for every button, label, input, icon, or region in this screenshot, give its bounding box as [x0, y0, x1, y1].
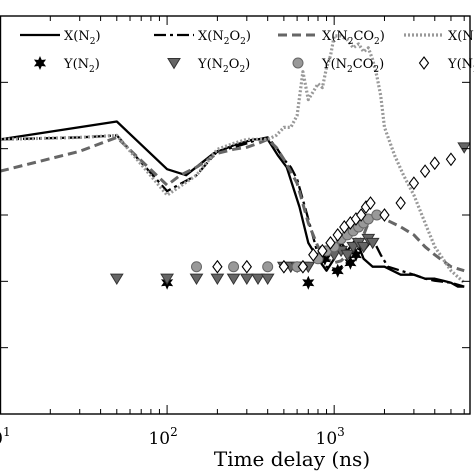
legend-subscript: 2 [224, 37, 230, 47]
legend-text-part: CO [353, 29, 374, 44]
legend: X(N2)X(N2O2)X(N2CO2)X(N2CO2)Y(N2)Y(N2O2)… [20, 29, 474, 75]
legend-text-part: ) [245, 57, 250, 72]
series-line-3 [0, 34, 466, 284]
series-5-point-4 [226, 273, 241, 286]
legend-subscript: 2 [374, 37, 380, 47]
legend-text-part: ) [380, 29, 385, 44]
legend-marker-5 [167, 58, 181, 70]
series-7-point-11 [355, 208, 367, 222]
x-tick-label-1: 102 [148, 425, 177, 449]
legend-entry-6: Y(N2CO2) [292, 57, 384, 75]
x-tick-label-base: 10 [316, 429, 338, 449]
x-tick-label-0: 101 [0, 425, 11, 449]
legend-text-part: X(N [198, 29, 224, 44]
series-7-point-19 [445, 152, 457, 167]
series-6-point-2 [262, 261, 274, 273]
series-7-point-3 [297, 259, 309, 274]
series-layer [0, 34, 470, 290]
series-5-point-7 [260, 273, 275, 286]
legend-text-part: Y(N [447, 57, 473, 72]
legend-subscript: 2 [347, 65, 353, 75]
series-5-point-5 [239, 273, 254, 286]
legend-subscript: 2 [89, 65, 95, 75]
series-7-point-0 [212, 259, 223, 274]
series-5-point-21 [365, 237, 380, 250]
legend-text-part: Y(N [63, 57, 89, 72]
legend-marker-7 [418, 56, 430, 70]
legend-text-part: X(N [322, 29, 348, 44]
legend-subscript: 2 [239, 65, 245, 75]
series-5-point-0 [109, 273, 124, 286]
legend-text-part: Y(N [321, 57, 347, 72]
x-tick-label-base: 10 [148, 429, 170, 449]
x-tick-label-exponent: 1 [3, 425, 11, 439]
series-7-point-7 [332, 227, 343, 242]
legend-label-2: X(N2CO2) [322, 29, 385, 47]
x-tick-label-base: 10 [0, 429, 3, 449]
series-7-point-18 [429, 156, 440, 171]
legend-subscript: 2 [348, 37, 354, 47]
series-5-point-6 [251, 273, 265, 286]
legend-entry-7: Y(N2CO2) [418, 56, 474, 75]
x-tick-label-exponent: 3 [337, 425, 345, 439]
series-7-point-15 [395, 196, 406, 210]
legend-marker-6 [292, 57, 304, 69]
series-7-point-2 [278, 259, 290, 274]
legend-label-6: Y(N2CO2) [321, 57, 384, 75]
series-5-point-2 [189, 273, 204, 286]
series-5-point-3 [210, 273, 225, 286]
series-7-point-6 [325, 235, 336, 250]
x-tick-label-exponent: 2 [170, 425, 178, 439]
legend-text-part: CO [353, 57, 374, 72]
series-7-point-17 [419, 164, 431, 179]
legend-label-1: X(N2O2) [198, 29, 251, 47]
legend-text-part: Y(N [197, 57, 223, 72]
legend-label-0: X(N2) [64, 29, 101, 47]
legend-subscript: 2 [223, 65, 229, 75]
axis-layer: 101102103 [0, 15, 471, 449]
series-5-point-1 [160, 273, 174, 286]
series-7-point-5 [317, 243, 328, 258]
series-5-point-19 [356, 241, 371, 254]
series-5-point-16 [340, 249, 355, 262]
legend-text-part: O [229, 29, 240, 44]
x-tick-label-2: 103 [316, 425, 345, 449]
series-7-point-1 [241, 259, 252, 274]
legend-entry-0: X(N2) [20, 29, 101, 47]
legend-text-part: X(N [448, 29, 474, 44]
legend-entry-1: X(N2O2) [154, 29, 251, 47]
legend-subscript: 2 [90, 37, 96, 47]
series-7-point-14 [379, 208, 390, 222]
legend-subscript: 2 [373, 65, 379, 75]
legend-text-part: X(N [64, 29, 90, 44]
legend-label-4: Y(N2) [63, 57, 100, 75]
series-5-point-22 [457, 142, 470, 154]
series-4-point-3 [331, 263, 344, 278]
series-6-point-0 [191, 261, 203, 273]
series-7-point-4 [308, 247, 319, 262]
legend-marker-4 [33, 56, 47, 70]
series-6-point-1 [228, 261, 240, 273]
legend-text-part: O [229, 57, 240, 72]
series-4-point-1 [302, 275, 315, 290]
series-7-point-13 [365, 196, 376, 210]
series-7-point-16 [408, 176, 420, 191]
legend-text-part: ) [95, 29, 100, 44]
legend-text-part: ) [95, 57, 100, 72]
legend-text-part: ) [379, 57, 384, 72]
legend-entry-5: Y(N2O2) [167, 57, 250, 75]
legend-label-5: Y(N2O2) [197, 57, 250, 75]
legend-subscript: 2 [240, 37, 246, 47]
legend-text-part: ) [246, 29, 251, 44]
legend-entry-2: X(N2CO2) [278, 29, 385, 47]
legend-entry-4: Y(N2) [33, 56, 100, 75]
x-axis-label: Time delay (ns) [214, 447, 370, 471]
